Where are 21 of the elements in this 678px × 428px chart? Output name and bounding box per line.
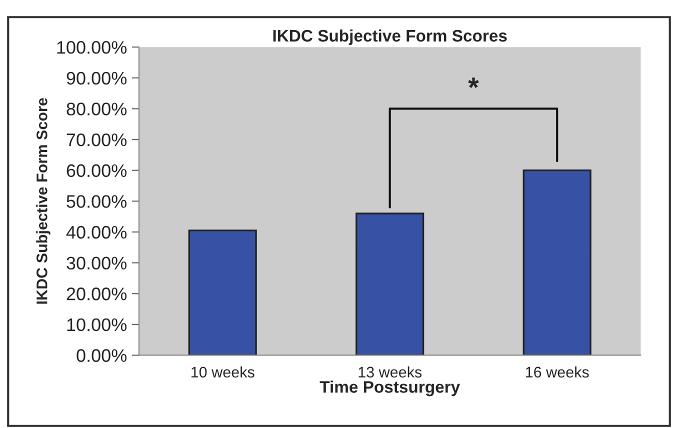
- y-tick-label: 60.00%: [66, 164, 127, 178]
- y-tick-label: 20.00%: [66, 288, 127, 300]
- y-tick-label: 80.00%: [66, 102, 127, 116]
- chart-title: IKDC Subjective Form Scores: [273, 29, 507, 45]
- y-tick-label: 40.00%: [66, 226, 127, 239]
- y-tick-label: 10.00%: [67, 318, 127, 332]
- y-tick-label: 30.00%: [66, 256, 127, 270]
- bar: [522, 170, 592, 356]
- annotation: *: [468, 78, 479, 88]
- x-axis-title: Time Postsurgery: [320, 380, 460, 396]
- bar: [188, 230, 257, 356]
- y-tick-label: 100.00%: [57, 41, 127, 54]
- x-tick-label: 13 weeks: [358, 366, 422, 378]
- x-tick-label: 10 weeks: [192, 366, 254, 378]
- y-axis-title: IKDC Subjective Form Score: [36, 98, 50, 304]
- y-tick-label: 0.00%: [76, 349, 127, 362]
- y-tick-label: 70.00%: [66, 133, 127, 146]
- y-tick-label: 90.00%: [66, 72, 127, 85]
- y-tick-label: 50.00%: [66, 195, 127, 208]
- x-tick-label: 16 weeks: [526, 366, 589, 378]
- bar: [356, 212, 424, 356]
